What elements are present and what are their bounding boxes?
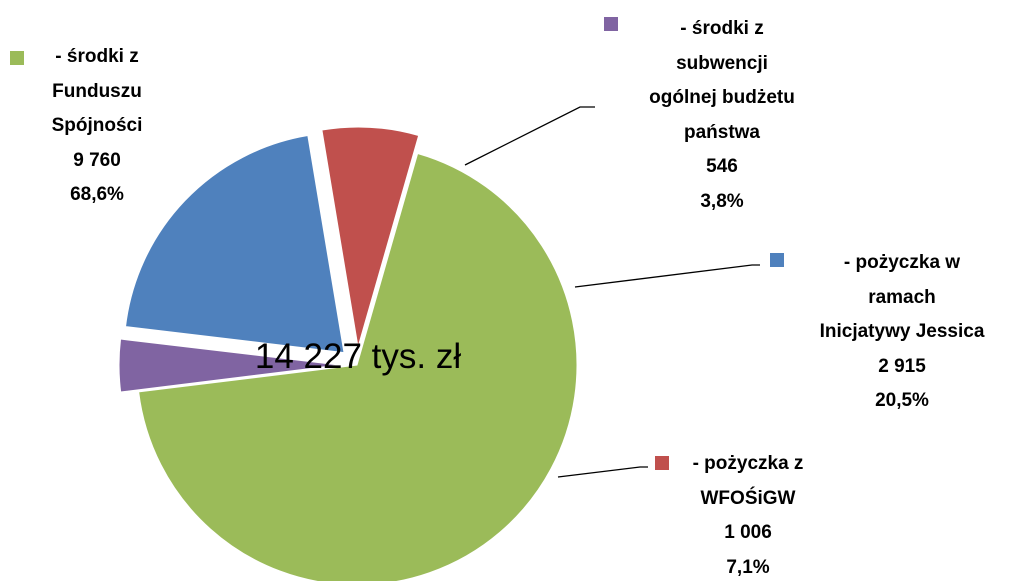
category-label: państwa (572, 116, 872, 151)
percent-label: 3,8% (572, 185, 872, 220)
category-label: ramach (752, 281, 1015, 316)
percent-label: 20,5% (752, 384, 1015, 419)
category-label: - pożyczka z (598, 447, 898, 482)
percent-label: 68,6% (0, 178, 247, 213)
category-label: - środki z (572, 12, 872, 47)
value-label: 9 760 (0, 144, 247, 179)
category-label: Inicjatywy Jessica (752, 315, 1015, 350)
center-label: 14 227 tys. zł (255, 337, 461, 376)
value-label: 546 (572, 150, 872, 185)
category-label: WFOŚiGW (598, 482, 898, 517)
leader-line (575, 265, 760, 287)
value-label: 1 006 (598, 516, 898, 551)
value-label: 2 915 (752, 350, 1015, 385)
category-label: Spójności (0, 109, 247, 144)
category-label: subwencji (572, 47, 872, 82)
category-label: Funduszu (0, 75, 247, 110)
category-label: - środki z (0, 40, 247, 75)
percent-label: 7,1% (598, 551, 898, 585)
category-label: - pożyczka w (752, 246, 1015, 281)
category-label: ogólnej budżetu (572, 81, 872, 116)
